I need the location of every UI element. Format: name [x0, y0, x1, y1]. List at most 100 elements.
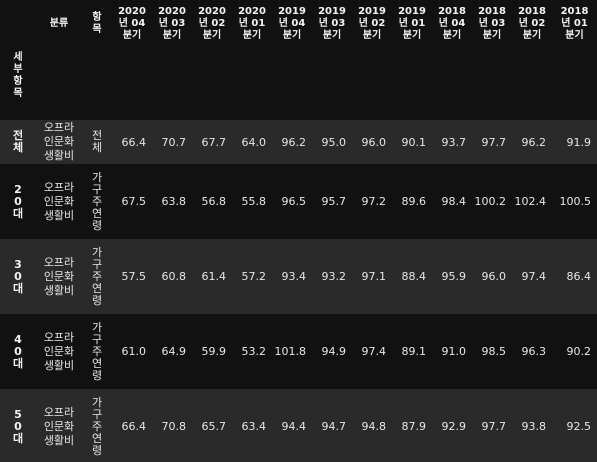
- value-cell: 87.9: [401, 420, 427, 433]
- value-cell: 96.3: [521, 345, 547, 358]
- column-header-period: 2018 년 04 분기: [438, 6, 466, 41]
- column-header-item: 항목: [92, 12, 102, 35]
- column-header-period: 2019 년 02 분기: [358, 6, 386, 41]
- column-header-period: 2020 년 04 분기: [118, 6, 146, 41]
- value-cell: 86.4: [566, 270, 592, 283]
- category-cell: 오프라인문화생활비: [43, 255, 75, 297]
- value-cell: 63.8: [161, 195, 187, 208]
- value-cell: 91.9: [566, 135, 592, 149]
- value-cell: 66.4: [121, 135, 147, 149]
- index-name-row: 세부항목: [0, 48, 597, 120]
- value-cell: 95.9: [441, 270, 467, 283]
- value-cell: 95.0: [321, 135, 347, 149]
- item-cell: 전체: [91, 129, 103, 154]
- column-header-period: 2019 년 01 분기: [398, 6, 426, 41]
- value-cell: 100.5: [559, 195, 592, 208]
- value-cell: 91.0: [441, 345, 467, 358]
- column-header-period: 2019 년 03 분기: [318, 6, 346, 41]
- table-row: 20대 오프라인문화생활비 가구주연령 67.5 63.8 56.8 55.8 96.5 95.…: [0, 164, 597, 239]
- value-cell: 65.7: [201, 420, 227, 433]
- table-row: 전체 오프라인문화생활비 전체 66.4 70.7 67.7 64.0 96.2 95.0 96.…: [0, 120, 597, 164]
- column-header-period: 2018 년 02 분기: [518, 6, 546, 41]
- value-cell: 93.2: [321, 270, 347, 283]
- value-cell: 100.2: [474, 195, 507, 208]
- row-index-label: 50대: [12, 407, 24, 445]
- value-cell: 90.2: [566, 345, 592, 358]
- value-cell: 95.7: [321, 195, 347, 208]
- value-cell: 67.7: [201, 135, 227, 149]
- value-cell: 55.8: [241, 195, 267, 208]
- category-cell: 오프라인문화생활비: [43, 405, 75, 447]
- value-cell: 70.7: [161, 135, 187, 149]
- value-cell: 90.1: [401, 135, 427, 149]
- value-cell: 97.1: [361, 270, 387, 283]
- value-cell: 93.4: [281, 270, 307, 283]
- value-cell: 70.8: [161, 420, 187, 433]
- value-cell: 97.4: [521, 270, 547, 283]
- value-cell: 67.5: [121, 195, 147, 208]
- value-cell: 94.7: [321, 420, 347, 433]
- value-cell: 57.5: [121, 270, 147, 283]
- value-cell: 59.9: [201, 345, 227, 358]
- value-cell: 97.7: [481, 420, 507, 433]
- value-cell: 101.8: [274, 345, 307, 358]
- column-header-period: 2020 년 01 분기: [238, 6, 266, 41]
- value-cell: 97.2: [361, 195, 387, 208]
- item-cell: 가구주연령: [91, 170, 103, 232]
- corner-cell: [0, 0, 36, 48]
- value-cell: 98.5: [481, 345, 507, 358]
- value-cell: 61.0: [121, 345, 147, 358]
- value-cell: 97.4: [361, 345, 387, 358]
- value-cell: 98.4: [441, 195, 467, 208]
- value-cell: 88.4: [401, 270, 427, 283]
- value-cell: 64.9: [161, 345, 187, 358]
- value-cell: 93.8: [521, 420, 547, 433]
- column-header-period: 2018 년 03 분기: [478, 6, 506, 41]
- column-header-period: 2019 년 04 분기: [278, 6, 306, 41]
- value-cell: 96.0: [361, 135, 387, 149]
- value-cell: 96.2: [281, 135, 307, 149]
- value-cell: 97.7: [481, 135, 507, 149]
- item-cell: 가구주연령: [91, 320, 103, 382]
- value-cell: 92.9: [441, 420, 467, 433]
- value-cell: 94.4: [281, 420, 307, 433]
- table-row: 50대 오프라인문화생활비 가구주연령 66.4 70.8 65.7 63.4 94.4 94.…: [0, 389, 597, 462]
- column-header-period: 2020 년 02 분기: [198, 6, 226, 41]
- value-cell: 63.4: [241, 420, 267, 433]
- value-cell: 53.2: [241, 345, 267, 358]
- index-name-header: 세부항목: [13, 52, 23, 99]
- category-cell: 오프라인문화생활비: [43, 330, 75, 372]
- table-row: 40대 오프라인문화생활비 가구주연령 61.0 64.9 59.9 53.2 101.8 94…: [0, 314, 597, 389]
- row-index-label: 30대: [12, 257, 24, 295]
- value-cell: 92.5: [566, 420, 592, 433]
- category-cell: 오프라인문화생활비: [43, 180, 75, 222]
- value-cell: 89.6: [401, 195, 427, 208]
- column-header-period: 2018 년 01 분기: [560, 6, 589, 41]
- value-cell: 89.1: [401, 345, 427, 358]
- value-cell: 60.8: [161, 270, 187, 283]
- category-cell: 오프라인문화생활비: [43, 121, 75, 162]
- row-index-label: 20대: [12, 182, 24, 220]
- value-cell: 64.0: [241, 135, 267, 149]
- row-index-label: 40대: [12, 332, 24, 370]
- value-cell: 94.8: [361, 420, 387, 433]
- table-body: 전체 오프라인문화생활비 전체 66.4 70.7 67.7 64.0 96.2 95.0 96.…: [0, 120, 597, 462]
- table-header: 분류 항목 2020 년 04 분기 2020 년 03 분기 2020 년 02 …: [0, 0, 597, 120]
- column-header-category: 분류: [49, 18, 69, 29]
- value-cell: 57.2: [241, 270, 267, 283]
- value-cell: 94.9: [321, 345, 347, 358]
- item-cell: 가구주연령: [91, 395, 103, 457]
- item-cell: 가구주연령: [91, 245, 103, 307]
- value-cell: 102.4: [514, 195, 547, 208]
- column-header-row: 분류 항목 2020 년 04 분기 2020 년 03 분기 2020 년 02 …: [0, 0, 597, 48]
- row-index-label: 전체: [12, 129, 24, 154]
- value-cell: 56.8: [201, 195, 227, 208]
- value-cell: 96.0: [481, 270, 507, 283]
- value-cell: 61.4: [201, 270, 227, 283]
- value-cell: 96.2: [521, 135, 547, 149]
- column-header-period: 2020 년 03 분기: [158, 6, 186, 41]
- value-cell: 66.4: [121, 420, 147, 433]
- table-row: 30대 오프라인문화생활비 가구주연령 57.5 60.8 61.4 57.2 93.4 93.…: [0, 239, 597, 314]
